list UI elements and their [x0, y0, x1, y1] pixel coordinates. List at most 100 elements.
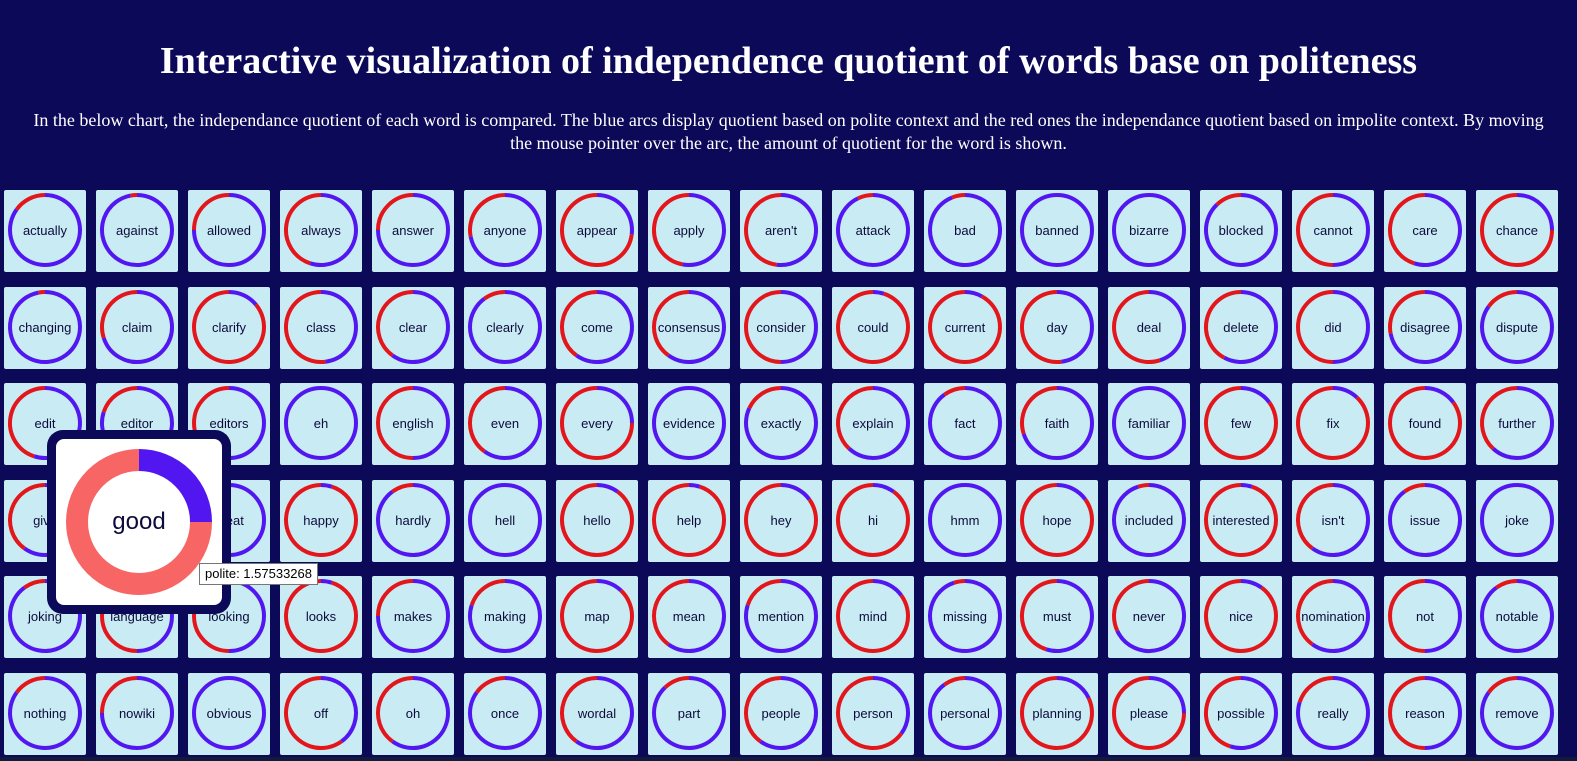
ring-impolite-arc[interactable] [1137, 482, 1150, 489]
word-tile-part[interactable]: part [648, 672, 730, 755]
ring-impolite-arc[interactable] [101, 386, 138, 413]
word-ring[interactable] [372, 287, 454, 369]
ring-impolite-arc[interactable] [836, 289, 911, 364]
ring-polite-arc[interactable] [776, 193, 818, 267]
ring-polite-arc[interactable] [1424, 675, 1462, 750]
ring-impolite-arc[interactable] [1297, 675, 1334, 703]
word-ring[interactable] [1108, 576, 1190, 658]
word-ring[interactable] [832, 190, 914, 272]
ring-impolite-arc[interactable] [1020, 675, 1094, 750]
word-tile-chance[interactable]: chance [1476, 190, 1558, 272]
ring-impolite-arc[interactable] [475, 675, 506, 694]
ring-polite-arc[interactable] [928, 193, 1002, 267]
ring-polite-arc[interactable] [1516, 193, 1554, 231]
word-tile-appear[interactable]: appear [556, 190, 638, 272]
word-tile-disagree[interactable]: disagree [1384, 286, 1466, 369]
word-ring[interactable] [648, 383, 730, 465]
ring-polite-arc[interactable] [468, 579, 542, 653]
ring-impolite-arc[interactable] [1296, 579, 1334, 646]
ring-polite-arc[interactable] [667, 579, 726, 653]
word-tile-possible[interactable]: possible [1200, 672, 1282, 755]
ring-polite-arc[interactable] [652, 386, 726, 460]
word-tile-every[interactable]: every [556, 383, 638, 465]
ring-polite-arc[interactable] [320, 482, 333, 489]
word-ring[interactable] [1292, 287, 1374, 369]
ring-polite-arc[interactable] [1020, 193, 1094, 267]
ring-impolite-arc[interactable] [130, 193, 138, 198]
ring-polite-arc[interactable] [688, 482, 701, 489]
ring-polite-arc[interactable] [836, 193, 910, 267]
word-ring[interactable] [740, 673, 822, 755]
ring-impolite-arc[interactable] [836, 482, 910, 557]
ring-polite-arc[interactable] [1056, 289, 1094, 364]
word-ring[interactable] [832, 383, 914, 465]
word-tile-oh[interactable]: oh [372, 672, 454, 755]
ring-polite-arc[interactable] [8, 193, 82, 267]
word-ring[interactable] [648, 480, 730, 562]
ring-impolite-arc[interactable] [1204, 289, 1242, 359]
word-tile-apply[interactable]: apply [648, 190, 730, 272]
word-ring[interactable] [1200, 190, 1282, 272]
ring-polite-arc[interactable] [759, 675, 818, 750]
ring-impolite-arc[interactable] [1480, 386, 1518, 450]
ring-polite-arc[interactable] [744, 386, 818, 460]
ring-polite-arc[interactable] [1332, 289, 1370, 364]
ring-polite-arc[interactable] [1388, 289, 1462, 364]
word-tile-could[interactable]: could [832, 286, 914, 369]
word-tile-banned[interactable]: banned [1016, 190, 1098, 272]
word-tile-wordal[interactable]: wordal [556, 672, 638, 755]
word-tile-missing[interactable]: missing [924, 576, 1006, 658]
ring-polite-arc[interactable] [376, 193, 450, 267]
word-tile-hmm[interactable]: hmm [924, 479, 1006, 562]
word-tile-anyone[interactable]: anyone [464, 190, 546, 272]
ring-polite-arc[interactable] [780, 482, 811, 501]
word-ring[interactable] [1292, 480, 1374, 562]
ring-polite-arc[interactable] [872, 289, 885, 296]
ring-impolite-arc[interactable] [469, 579, 506, 606]
word-tile-delete[interactable]: delete [1200, 286, 1282, 369]
ring-polite-arc[interactable] [872, 675, 910, 735]
ring-polite-arc[interactable] [320, 578, 333, 585]
ring-polite-arc[interactable] [1111, 482, 1186, 557]
ring-polite-arc[interactable] [391, 675, 450, 750]
ring-impolite-arc[interactable] [1403, 482, 1426, 493]
ring-impolite-arc[interactable] [928, 289, 1002, 364]
word-tile-always[interactable]: always [280, 190, 362, 272]
ring-impolite-arc[interactable] [376, 675, 414, 743]
word-ring[interactable] [832, 287, 914, 369]
word-ring[interactable] [1476, 287, 1558, 369]
word-tile-looks[interactable]: looks [280, 576, 362, 658]
word-tile-mind[interactable]: mind [832, 576, 914, 658]
word-ring[interactable] [280, 673, 362, 755]
ring-polite-arc[interactable] [872, 579, 903, 597]
ring-polite-arc[interactable] [1480, 482, 1554, 557]
ring-impolite-arc[interactable] [836, 675, 903, 750]
ring-polite-arc[interactable] [309, 193, 358, 267]
ring-polite-arc[interactable] [8, 675, 82, 750]
ring-impolite-arc[interactable] [1388, 289, 1426, 334]
word-tile-blocked[interactable]: blocked [1200, 190, 1282, 272]
ring-impolite-arc[interactable] [560, 482, 634, 557]
ring-polite-arc[interactable] [284, 386, 358, 460]
word-ring[interactable] [372, 480, 454, 562]
ring-polite-arc[interactable] [192, 675, 266, 750]
ring-impolite-arc[interactable] [38, 289, 46, 295]
word-tile-mention[interactable]: mention [740, 576, 822, 658]
word-ring[interactable] [832, 480, 914, 562]
ring-impolite-arc[interactable] [8, 482, 46, 550]
ring-impolite-arc[interactable] [1495, 579, 1518, 590]
word-tile-included[interactable]: included [1108, 479, 1190, 562]
word-ring[interactable] [1476, 576, 1558, 658]
ring-impolite-arc[interactable] [1296, 193, 1334, 267]
word-ring[interactable] [648, 190, 730, 272]
word-ring[interactable] [740, 576, 822, 658]
word-ring[interactable] [1384, 673, 1466, 755]
word-ring[interactable] [372, 190, 454, 272]
ring-impolite-arc[interactable] [468, 386, 506, 453]
word-tile-consensus[interactable]: consensus [648, 286, 730, 369]
word-tile-faith[interactable]: faith [1016, 383, 1098, 465]
ring-impolite-arc[interactable] [1296, 289, 1334, 364]
word-ring[interactable] [464, 383, 546, 465]
ring-impolite-arc[interactable] [560, 675, 598, 743]
ring-impolite-arc[interactable] [951, 193, 966, 200]
